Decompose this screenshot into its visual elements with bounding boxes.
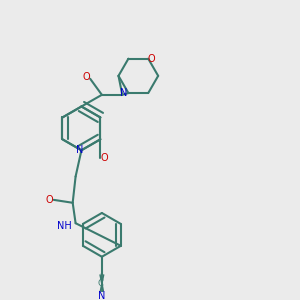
- Text: N: N: [76, 145, 84, 155]
- Text: O: O: [82, 72, 90, 82]
- Text: N: N: [98, 291, 106, 300]
- Text: O: O: [46, 195, 53, 205]
- Text: NH: NH: [57, 221, 71, 231]
- Text: N: N: [120, 88, 127, 98]
- Text: O: O: [101, 153, 109, 163]
- Text: O: O: [148, 54, 156, 64]
- Text: C: C: [98, 279, 103, 288]
